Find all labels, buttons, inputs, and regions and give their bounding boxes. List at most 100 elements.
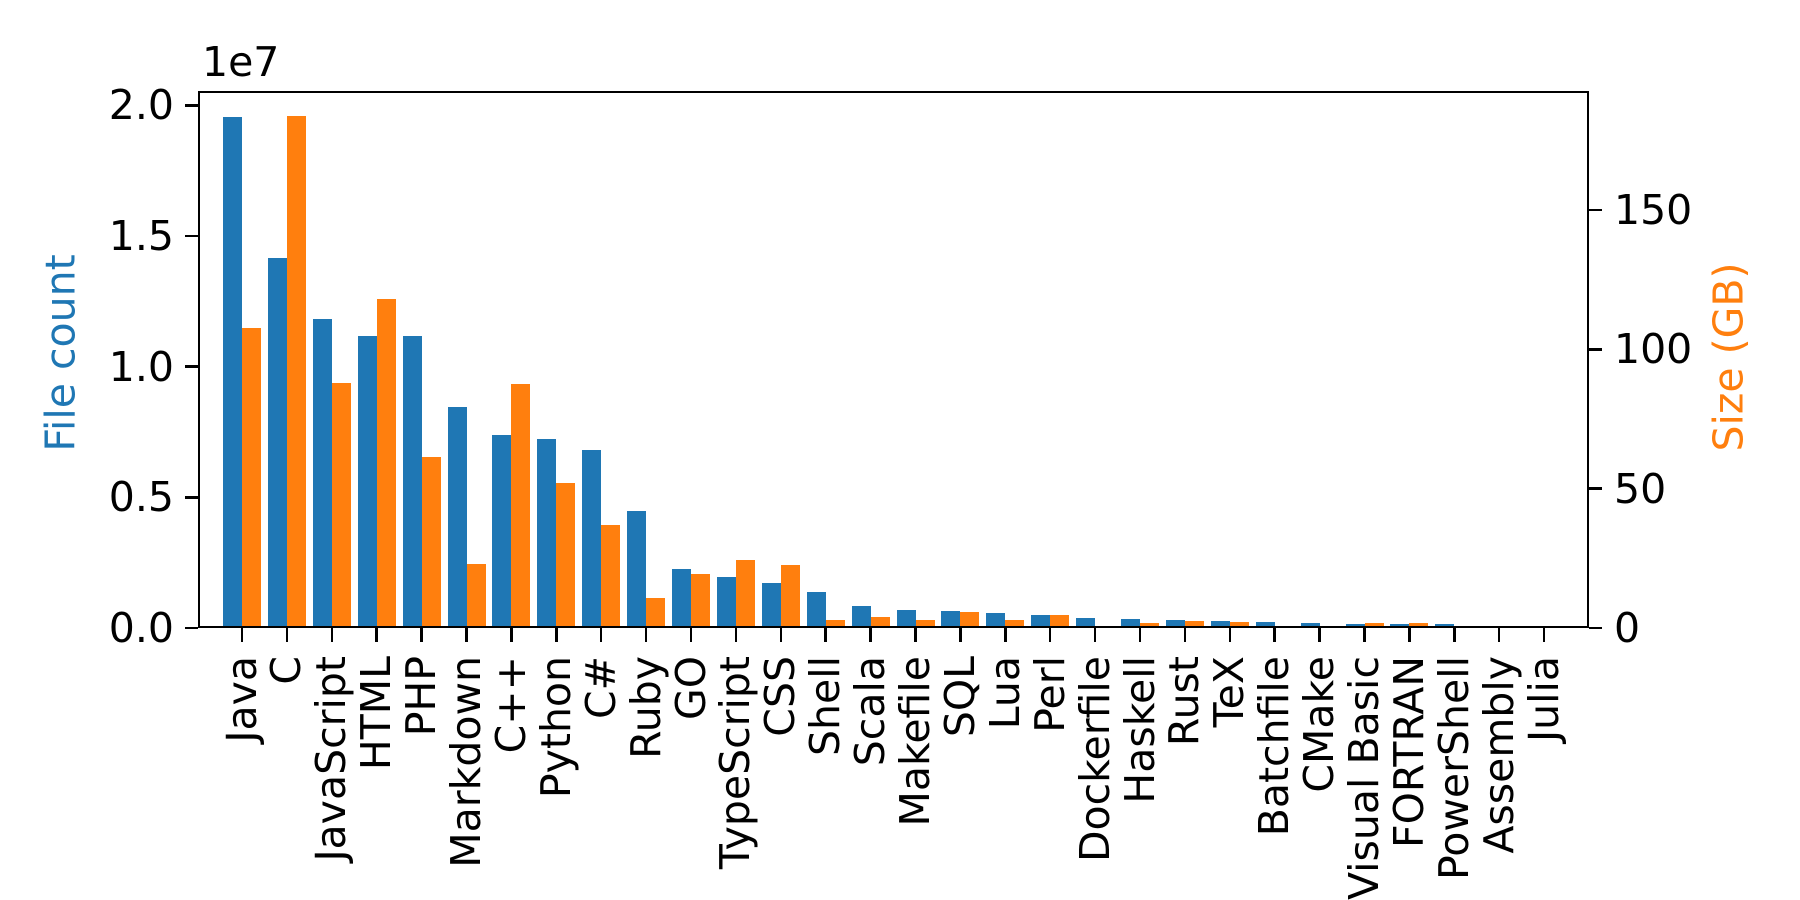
file-count-bar: [1031, 614, 1051, 628]
x-tick-label: Rust: [1160, 656, 1209, 747]
right-axis-tick-label: 100: [1614, 325, 1693, 374]
x-axis-tick: [330, 628, 334, 642]
x-axis-tick: [1363, 628, 1366, 642]
x-tick-label: PHP: [397, 656, 446, 737]
x-tick-label: Python: [531, 656, 580, 799]
left-axis-label: File count: [36, 254, 85, 452]
left-axis-tick: [185, 104, 198, 107]
left-axis-tick: [185, 365, 198, 368]
x-axis-tick: [1093, 628, 1097, 642]
x-axis-tick: [1542, 628, 1546, 642]
x-tick-label: C#: [576, 656, 625, 719]
file-count-bar: [761, 582, 781, 628]
size-bar: [960, 612, 980, 628]
x-axis-tick: [599, 628, 603, 642]
file-count-bar: [1121, 619, 1140, 628]
right-axis-tick: [1589, 208, 1602, 212]
size-bar: [646, 597, 666, 628]
left-axis-tick-label: 0.0: [108, 604, 174, 652]
file-count-bar: [1300, 623, 1320, 628]
x-tick-label: Lua: [980, 656, 1029, 730]
file-count-bar: [1210, 621, 1230, 628]
file-count-bar: [402, 335, 422, 628]
file-count-bar: [267, 258, 287, 628]
right-axis-tick: [1589, 487, 1602, 490]
size-bar: [915, 619, 935, 628]
left-axis-tick-label: 2.0: [108, 81, 174, 130]
x-axis-tick: [689, 628, 693, 642]
x-tick-label: Visual Basic: [1340, 656, 1388, 900]
left-axis-tick: [185, 626, 198, 630]
x-tick-label: Batchfile: [1250, 656, 1299, 837]
right-axis-tick: [1589, 348, 1602, 351]
file-count-bar: [941, 610, 961, 628]
size-bar: [1364, 622, 1384, 628]
x-tick-label: CMake: [1295, 656, 1344, 793]
size-bar: [286, 115, 306, 628]
x-tick-label: TeX: [1205, 656, 1254, 728]
file-count-bar: [312, 318, 332, 628]
x-tick-label: Markdown: [442, 656, 490, 868]
x-tick-label: Java: [217, 656, 266, 743]
x-axis-tick: [465, 628, 468, 642]
x-tick-label: FORTRAN: [1384, 656, 1433, 848]
x-tick-label: Assembly: [1474, 656, 1523, 854]
size-bar: [1319, 626, 1339, 628]
size-bar: [1274, 626, 1294, 628]
x-axis-tick: [420, 628, 423, 642]
x-axis-tick: [644, 628, 648, 642]
file-count-bar: [627, 511, 647, 628]
size-bar: [331, 383, 351, 628]
size-bar: [825, 619, 845, 628]
x-axis-tick: [914, 628, 917, 642]
x-tick-label: CSS: [756, 656, 805, 737]
right-axis-tick: [1589, 626, 1602, 630]
size-bar: [1409, 623, 1429, 628]
size-bar: [421, 456, 441, 628]
size-bar: [466, 563, 486, 628]
file-count-bar: [357, 335, 377, 628]
x-tick-label: Makefile: [891, 656, 939, 827]
x-tick-label: Dockerfile: [1070, 656, 1119, 863]
right-axis-tick-label: 50: [1614, 464, 1667, 513]
x-axis-tick: [1273, 628, 1276, 642]
left-axis-tick-label: 0.5: [108, 473, 174, 522]
x-axis-tick: [824, 628, 827, 642]
x-tick-label: Julia: [1519, 656, 1568, 742]
size-bar: [1544, 627, 1564, 628]
file-count-bar: [223, 117, 242, 628]
size-bar: [376, 299, 396, 628]
x-tick-label: SQL: [935, 656, 984, 738]
x-tick-label: C: [262, 656, 311, 685]
file-count-bar: [851, 606, 871, 628]
x-axis-tick: [510, 628, 513, 642]
x-axis-tick: [1004, 628, 1007, 642]
x-axis-tick: [1138, 628, 1142, 642]
file-count-bar: [447, 406, 467, 628]
left-axis-tick-label: 1.0: [108, 342, 174, 391]
left-axis-tick-label: 1.5: [108, 212, 174, 261]
x-axis-tick: [1228, 628, 1232, 642]
size-bar: [1454, 626, 1474, 628]
right-axis-tick-label: 150: [1614, 186, 1693, 235]
left-axis-tick: [185, 234, 198, 238]
size-bar: [1184, 620, 1204, 628]
size-bar: [870, 617, 890, 628]
x-tick-label: Haskell: [1115, 656, 1164, 804]
x-tick-label: Ruby: [621, 656, 670, 759]
x-tick-label: C++: [486, 656, 535, 754]
file-count-bar: [1390, 624, 1410, 628]
size-bar: [1499, 625, 1519, 628]
x-tick-label: Shell: [801, 656, 850, 757]
file-count-bar: [492, 435, 512, 628]
x-axis-tick: [1318, 628, 1321, 642]
x-axis-tick: [1183, 628, 1187, 642]
x-tick-label: HTML: [352, 656, 401, 771]
y-axis-offset-text: 1e7: [202, 38, 280, 86]
file-count-bar: [1165, 619, 1185, 628]
size-bar: [556, 483, 576, 628]
file-count-bar: [1345, 623, 1365, 628]
file-count-bar: [896, 610, 916, 628]
x-axis-tick: [1453, 628, 1456, 642]
x-axis-tick: [1408, 628, 1411, 642]
